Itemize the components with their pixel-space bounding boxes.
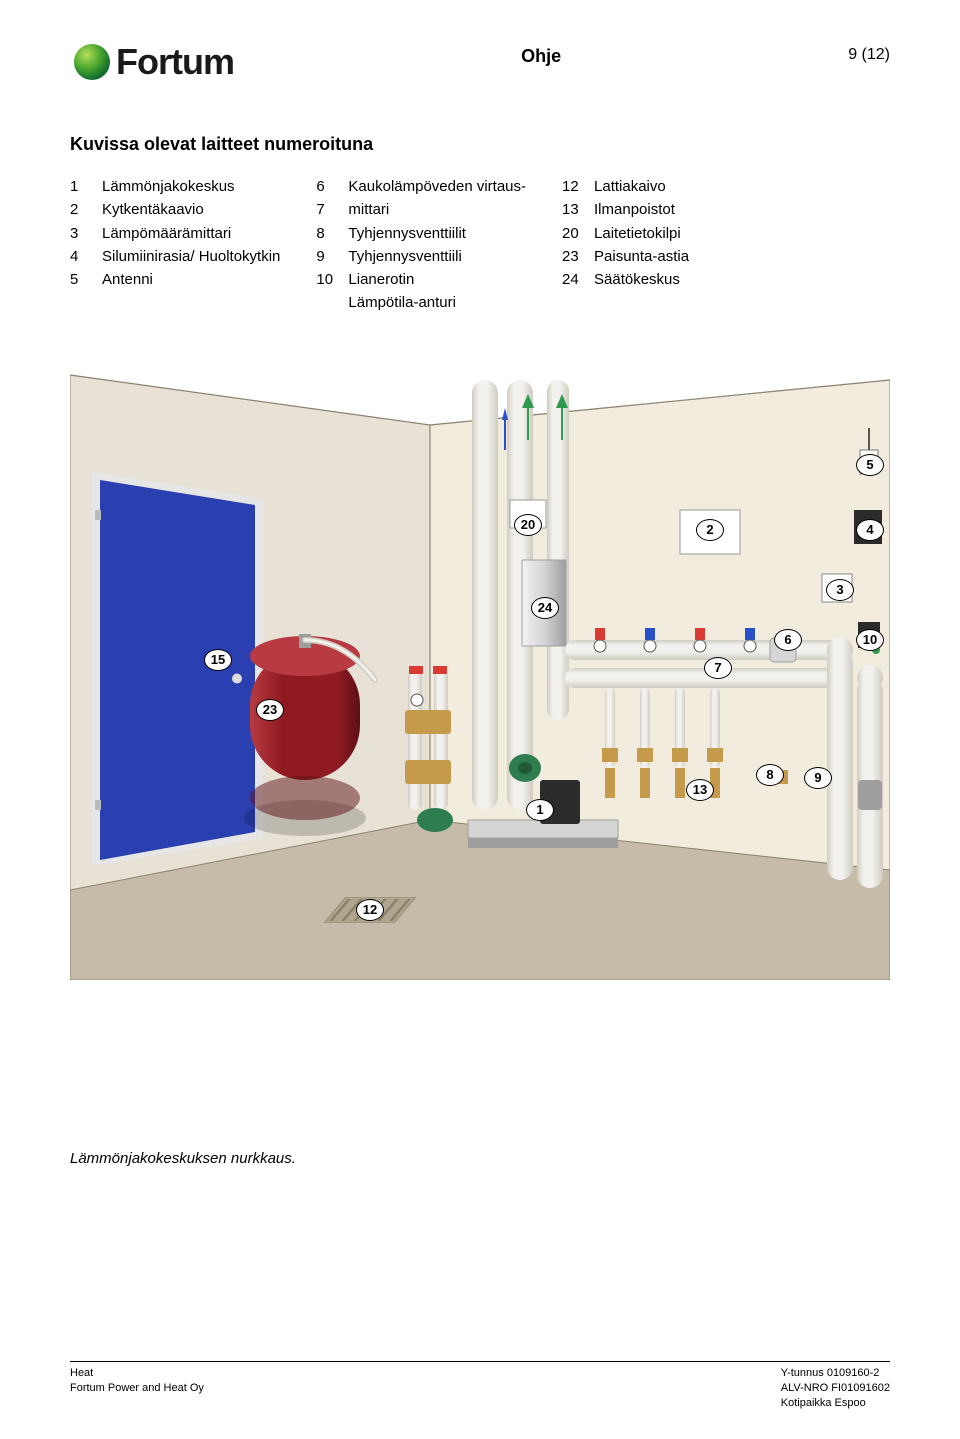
legend-num: 10 bbox=[316, 268, 334, 291]
footer-right-1: Y-tunnus 0109160-2 bbox=[781, 1366, 890, 1381]
page-header: Fortum Ohje 9 (12) bbox=[70, 40, 890, 84]
callout-6: 6 bbox=[774, 629, 802, 651]
legend-label: Antenni bbox=[102, 268, 280, 291]
legend-num: 1 bbox=[70, 175, 88, 198]
legend-label: mittari bbox=[348, 198, 526, 221]
legend-num: 9 bbox=[316, 245, 334, 268]
legend-label: Ilmanpoistot bbox=[594, 198, 689, 221]
legend-col-2: 6 7 8 9 10 Kaukolämpöveden virtaus- mitt… bbox=[316, 175, 526, 315]
doc-type: Ohje bbox=[521, 40, 561, 67]
callout-7: 7 bbox=[704, 657, 732, 679]
diagram-caption: Lämmönjakokeskuksen nurkkaus. bbox=[70, 1150, 890, 1167]
callout-15: 15 bbox=[204, 649, 232, 671]
callout-9: 9 bbox=[804, 767, 832, 789]
legend-num: 7 bbox=[316, 198, 334, 221]
callout-20: 20 bbox=[514, 514, 542, 536]
callout-10: 10 bbox=[856, 629, 884, 651]
legend-num: 6 bbox=[316, 175, 334, 198]
legend-col-1: 1 2 3 4 5 Lämmönjakokeskus Kytkentäkaavi… bbox=[70, 175, 280, 315]
callout-3: 3 bbox=[826, 579, 854, 601]
legend-num: 4 bbox=[70, 245, 88, 268]
legend-label: Lattiakaivo bbox=[594, 175, 689, 198]
callout-23: 23 bbox=[256, 699, 284, 721]
legend-num: 3 bbox=[70, 222, 88, 245]
callout-8: 8 bbox=[756, 764, 784, 786]
legend-num: 5 bbox=[70, 268, 88, 291]
legend-num: 23 bbox=[562, 245, 580, 268]
legend-label: Lämmönjakokeskus bbox=[102, 175, 280, 198]
footer-left-2: Fortum Power and Heat Oy bbox=[70, 1381, 204, 1396]
page-footer: Heat Fortum Power and Heat Oy Y-tunnus 0… bbox=[70, 1361, 890, 1411]
footer-right-3: Kotipaikka Espoo bbox=[781, 1396, 890, 1411]
legend-label: Kaukolämpöveden virtaus- bbox=[348, 175, 526, 198]
legend-label: Lianerotin bbox=[348, 268, 526, 291]
legend-col-3: 12 13 20 23 24 Lattiakaivo Ilmanpoistot … bbox=[562, 175, 689, 315]
legend-label: Säätökeskus bbox=[594, 268, 689, 291]
page-number: 9 (12) bbox=[848, 40, 890, 64]
legend-num: 8 bbox=[316, 222, 334, 245]
legend-num: 20 bbox=[562, 222, 580, 245]
callout-4: 4 bbox=[856, 519, 884, 541]
callout-5: 5 bbox=[856, 454, 884, 476]
legend-columns: 1 2 3 4 5 Lämmönjakokeskus Kytkentäkaavi… bbox=[70, 175, 890, 315]
logo: Fortum bbox=[70, 40, 234, 84]
legend-num: 24 bbox=[562, 268, 580, 291]
legend-num: 13 bbox=[562, 198, 580, 221]
legend-label: Lämpötila-anturi bbox=[348, 291, 526, 314]
legend-label: Tyhjennysventtiili bbox=[348, 245, 526, 268]
logo-text: Fortum bbox=[116, 41, 234, 83]
callout-13: 13 bbox=[686, 779, 714, 801]
callout-24: 24 bbox=[531, 597, 559, 619]
callout-2: 2 bbox=[696, 519, 724, 541]
callout-12: 12 bbox=[356, 899, 384, 921]
legend-num: 12 bbox=[562, 175, 580, 198]
footer-right-2: ALV-NRO FI01091602 bbox=[781, 1381, 890, 1396]
legend-num: 2 bbox=[70, 198, 88, 221]
legend-label: Lämpömäärämittari bbox=[102, 222, 280, 245]
legend-label: Paisunta-astia bbox=[594, 245, 689, 268]
callout-1: 1 bbox=[526, 799, 554, 821]
footer-left-1: Heat bbox=[70, 1366, 204, 1381]
legend-label: Silumiinirasia/ Huoltokytkin bbox=[102, 245, 280, 268]
section-title: Kuvissa olevat laitteet numeroituna bbox=[70, 134, 890, 155]
logo-icon bbox=[70, 40, 114, 84]
room-diagram: 54202324610157238913112 bbox=[70, 350, 890, 980]
legend-label: Kytkentäkaavio bbox=[102, 198, 280, 221]
legend-label: Laitetietokilpi bbox=[594, 222, 689, 245]
legend-label: Tyhjennysventtiilit bbox=[348, 222, 526, 245]
